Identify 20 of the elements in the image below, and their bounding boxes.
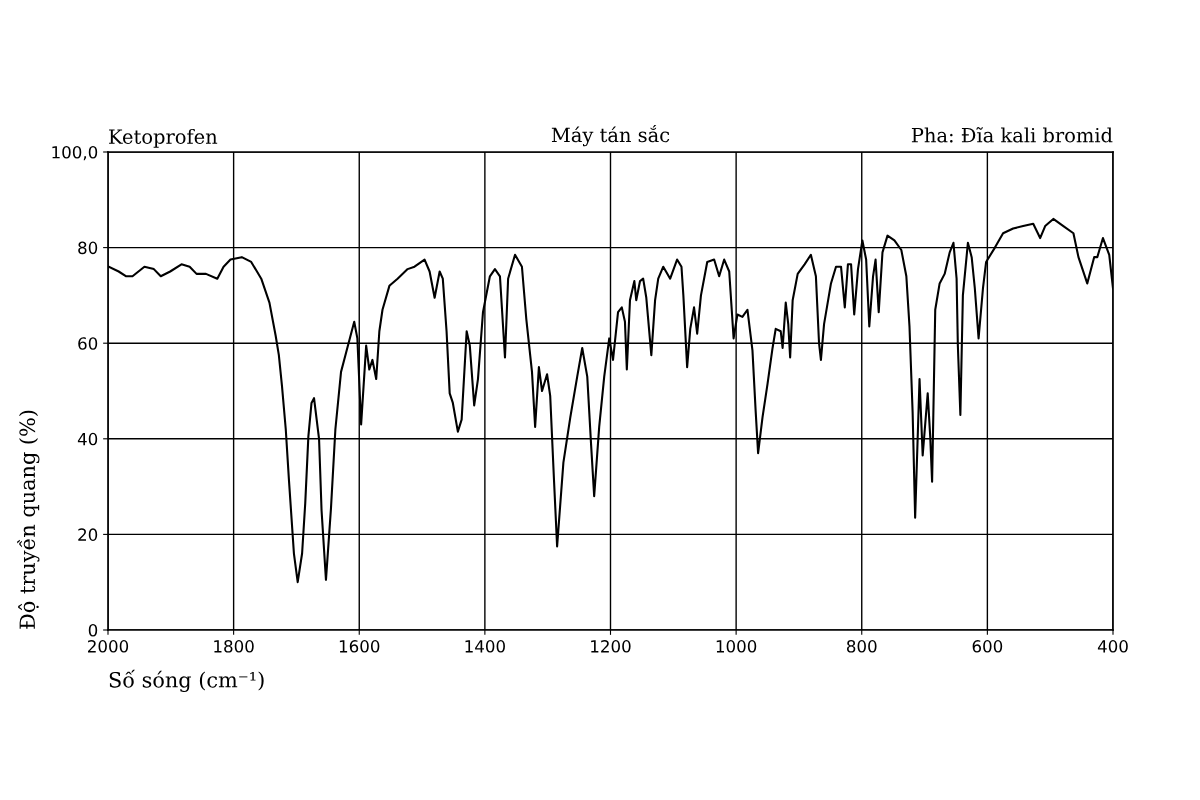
text: Pha: Đĩa kali bromid — [911, 127, 1113, 143]
y-axis-title: Độ truyền quang (%) — [17, 410, 40, 629]
chart-title: Ketoprofen — [109, 128, 218, 148]
x-tick-label: 1000 — [716, 640, 757, 653]
x-tick-label: 600 — [972, 640, 1003, 653]
x-tick-label: 1400 — [465, 640, 505, 653]
x-tick-label: 400 — [1097, 640, 1128, 653]
x-tick-label: 1800 — [214, 640, 254, 653]
y-tick-label: 100,0 — [52, 145, 98, 161]
y-tick-label: 60 — [78, 337, 98, 350]
x-axis-title: Số sóng (cm⁻¹) — [109, 669, 264, 692]
y-tick-label: 40 — [77, 432, 98, 446]
x-tick-label: 2000 — [88, 640, 129, 653]
x-tick-label: 1600 — [339, 640, 380, 653]
y-tick-label: 0 — [88, 623, 98, 637]
text: Máy tán sắc — [551, 124, 670, 147]
x-tick-label: 1200 — [591, 640, 631, 653]
y-tick-label: 20 — [78, 528, 98, 541]
x-tick-label: 800 — [846, 640, 877, 653]
y-tick-label: 80 — [78, 241, 98, 255]
